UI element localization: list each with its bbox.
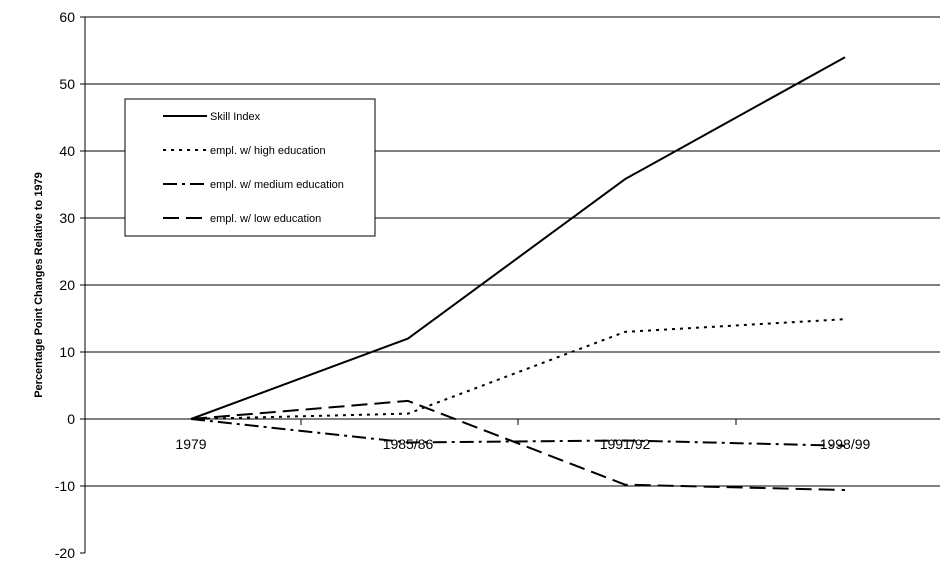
y-tick-label: 40 <box>59 143 75 159</box>
series-line-empl-w-low-education <box>190 399 846 492</box>
x-tick-label: 1985/86 <box>383 436 434 452</box>
x-tick-label: 1979 <box>175 436 206 452</box>
y-tick-label: -20 <box>55 545 75 561</box>
y-axis-label: Percentage Point Changes Relative to 197… <box>33 172 45 398</box>
gridlines <box>85 16 940 487</box>
series-line-skill-index <box>190 56 846 420</box>
y-tick-label: 60 <box>59 9 75 25</box>
legend-box <box>124 98 376 237</box>
series-line-empl-w-medium-education <box>190 418 846 447</box>
legend-label: empl. w/ medium education <box>210 179 344 191</box>
x-tick-label: 1998/99 <box>820 436 871 452</box>
y-tick-label: 20 <box>59 277 75 293</box>
legend: Skill Index empl. w/ high education empl. … <box>124 98 376 237</box>
legend-label: empl. w/ high education <box>210 145 326 157</box>
y-tick-label: 50 <box>59 76 75 92</box>
x-tick-label: 1991/92 <box>600 436 651 452</box>
axes: -20 -10 0 10 20 30 40 50 60 1979 1985/86 1991/92 199… <box>55 9 871 561</box>
legend-label: Skill Index <box>210 111 261 123</box>
series-lines <box>190 56 846 492</box>
y-tick-label: 0 <box>67 411 75 427</box>
legend-label: empl. w/ low education <box>210 213 321 225</box>
y-tick-label: 30 <box>59 210 75 226</box>
series-line-empl-w-high-education <box>190 318 846 420</box>
y-tick-label: 10 <box>59 344 75 360</box>
y-tick-label: -10 <box>55 478 75 494</box>
